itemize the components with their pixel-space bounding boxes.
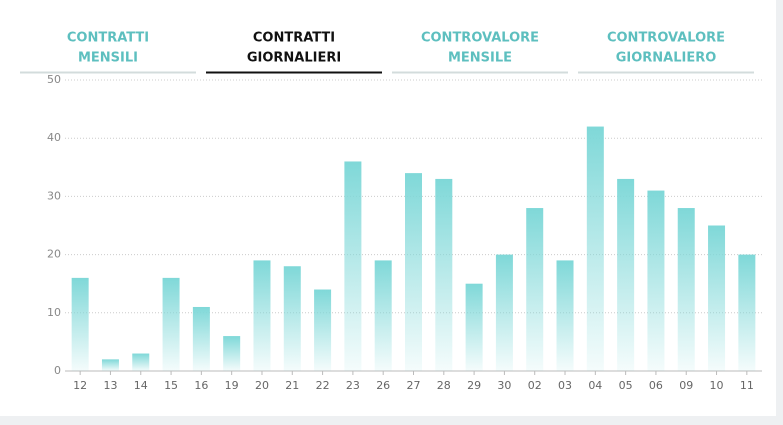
x-tick-label: 23 bbox=[346, 379, 360, 392]
tab-label: MENSILI bbox=[78, 51, 138, 66]
x-tick-label: 20 bbox=[255, 379, 269, 392]
x-tick-label: 10 bbox=[710, 379, 724, 392]
bar bbox=[162, 277, 180, 371]
tab-label: MENSILE bbox=[448, 51, 512, 66]
y-tick-label: 40 bbox=[47, 131, 61, 144]
bar bbox=[101, 359, 119, 371]
bar bbox=[495, 254, 513, 371]
bar bbox=[192, 306, 210, 371]
x-tick-label: 26 bbox=[376, 379, 390, 392]
tab-label: CONTRATTI bbox=[67, 31, 149, 46]
tab-label: CONTROVALORE bbox=[607, 31, 725, 46]
x-tick-label: 04 bbox=[588, 379, 602, 392]
x-tick-label: 28 bbox=[437, 379, 451, 392]
x-tick-label: 19 bbox=[225, 379, 239, 392]
bar bbox=[253, 260, 271, 371]
y-tick-label: 20 bbox=[47, 248, 61, 261]
tab-label: CONTRATTI bbox=[253, 31, 335, 46]
bar bbox=[465, 283, 483, 371]
tab-label: GIORNALIERO bbox=[616, 51, 717, 66]
x-tick-label: 02 bbox=[528, 379, 542, 392]
bar bbox=[283, 266, 301, 371]
tab[interactable] bbox=[576, 20, 756, 74]
y-tick-label: 10 bbox=[47, 306, 61, 319]
x-tick-label: 14 bbox=[134, 379, 148, 392]
tab[interactable] bbox=[204, 20, 384, 74]
tab[interactable] bbox=[390, 20, 570, 74]
bar bbox=[708, 225, 726, 371]
tab-label: CONTROVALORE bbox=[421, 31, 539, 46]
x-tick-label: 27 bbox=[407, 379, 421, 392]
bar bbox=[374, 260, 392, 371]
bar bbox=[677, 208, 695, 371]
x-tick-label: 11 bbox=[740, 379, 754, 392]
tab-label: GIORNALIERI bbox=[247, 51, 341, 66]
tab[interactable] bbox=[18, 20, 198, 74]
bar bbox=[435, 178, 453, 371]
x-tick-label: 21 bbox=[285, 379, 299, 392]
bar bbox=[617, 178, 635, 371]
bar bbox=[314, 289, 332, 371]
bar bbox=[586, 126, 604, 371]
bar bbox=[647, 190, 665, 371]
x-tick-label: 29 bbox=[467, 379, 481, 392]
bar bbox=[405, 173, 422, 371]
x-tick-label: 13 bbox=[103, 379, 117, 392]
bar bbox=[71, 277, 89, 371]
y-tick-label: 0 bbox=[54, 364, 61, 377]
x-tick-label: 12 bbox=[73, 379, 87, 392]
x-tick-label: 09 bbox=[679, 379, 693, 392]
bar bbox=[526, 208, 544, 371]
x-tick-label: 16 bbox=[194, 379, 208, 392]
x-tick-label: 03 bbox=[558, 379, 572, 392]
x-tick-label: 15 bbox=[164, 379, 178, 392]
x-tick-label: 05 bbox=[619, 379, 633, 392]
x-tick-label: 30 bbox=[497, 379, 511, 392]
bar bbox=[132, 353, 150, 371]
y-tick-label: 30 bbox=[47, 189, 61, 202]
y-tick-label: 50 bbox=[47, 73, 61, 86]
bar bbox=[738, 254, 756, 371]
x-tick-label: 06 bbox=[649, 379, 663, 392]
bar bbox=[344, 161, 362, 371]
bar bbox=[223, 336, 241, 371]
x-tick-label: 22 bbox=[316, 379, 330, 392]
bar bbox=[556, 260, 574, 371]
